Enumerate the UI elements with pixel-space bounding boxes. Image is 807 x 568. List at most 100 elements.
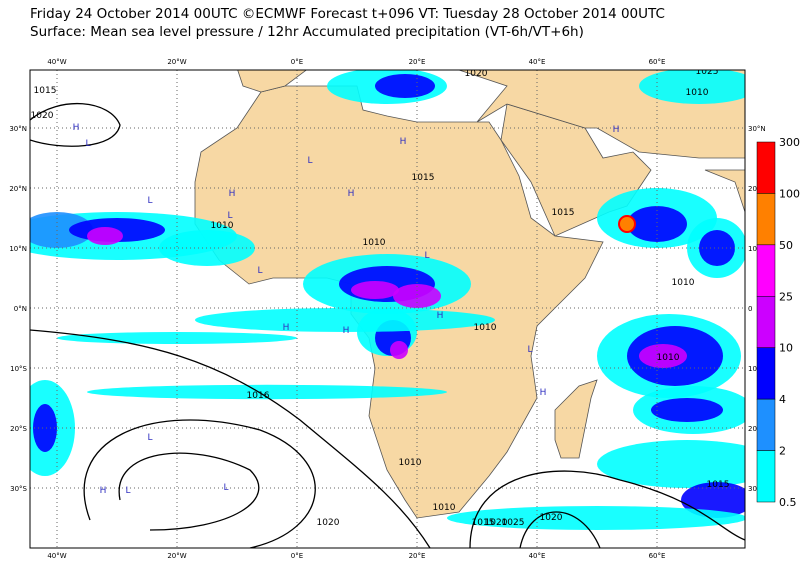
map-border <box>29 69 746 549</box>
legend-label: 50 <box>779 239 793 252</box>
cyclone-core <box>618 215 636 233</box>
legend-swatch <box>756 193 776 246</box>
longitude-label: 20°E <box>409 552 426 560</box>
pressure-centre: H <box>540 388 547 398</box>
precipitation-area <box>87 227 123 245</box>
map-content: 1015102010101010101510151010101010101016… <box>30 67 745 548</box>
pressure-centre: H <box>613 125 620 135</box>
isobar-label: 1010 <box>211 221 234 231</box>
isobar-label: 1010 <box>474 323 497 333</box>
pressure-centre: L <box>307 156 312 166</box>
title: Friday 24 October 2014 00UTC ©ECMWF Fore… <box>30 6 665 22</box>
latitude-label: 30°N <box>748 125 766 133</box>
isobar <box>118 452 260 531</box>
legend-swatch <box>756 296 776 348</box>
pressure-centre: H <box>343 326 350 336</box>
precipitation-area <box>390 341 408 359</box>
isobar-label: 1010 <box>399 458 422 468</box>
legend-swatch <box>756 398 776 451</box>
pressure-centre: L <box>125 486 130 496</box>
latitude-label: 20 <box>748 425 757 433</box>
legend-label: 100 <box>779 187 800 200</box>
isobar <box>469 470 745 548</box>
pressure-centre: H <box>73 123 80 133</box>
legend-label: 25 <box>779 290 793 303</box>
pressure-centre: L <box>227 211 232 221</box>
isobar-label: 1020 <box>485 518 508 528</box>
legend-swatch <box>756 347 776 400</box>
pressure-centre: H <box>348 189 355 199</box>
latitude-label: 30°N <box>9 125 27 133</box>
isobar-label: 1010 <box>657 353 680 363</box>
isobar-label: 1025 <box>502 518 525 528</box>
longitude-label: 20°W <box>167 58 186 66</box>
latitude-label: 20°N <box>9 185 27 193</box>
isobar-label: 1010 <box>686 88 709 98</box>
longitude-label: 0°E <box>291 58 303 66</box>
precipitation-area <box>681 482 745 518</box>
isobar-label: 1025 <box>696 67 719 77</box>
isobar-label: 1020 <box>31 111 54 121</box>
pressure-centre: L <box>257 266 262 276</box>
isobar-label: 1010 <box>672 278 695 288</box>
precipitation-area <box>627 206 687 242</box>
isobar-label: 1015 <box>552 208 575 218</box>
latitude-label: 10 <box>748 245 757 253</box>
isobar-label: 1010 <box>363 238 386 248</box>
isobar <box>30 102 121 147</box>
longitude-label: 60°E <box>649 58 666 66</box>
legend-label: 0.5 <box>779 496 797 509</box>
longitude-label: 0°E <box>291 552 303 560</box>
legend-swatch <box>756 244 776 297</box>
legend-label: 300 <box>779 136 800 149</box>
precipitation-area <box>351 281 399 299</box>
land <box>554 379 598 459</box>
longitude-label: 60°E <box>649 552 666 560</box>
latitude-label: 10°N <box>9 245 27 253</box>
precipitation-area <box>447 506 745 530</box>
pressure-centre: H <box>283 323 290 333</box>
latitude-label: 10 <box>748 365 757 373</box>
pressure-centre: L <box>85 139 90 149</box>
latitude-label: 20°S <box>10 425 27 433</box>
isobar <box>30 329 431 548</box>
pressure-centre: H <box>229 189 236 199</box>
precipitation-area <box>87 384 447 400</box>
pressure-centre: H <box>100 486 107 496</box>
isobar-label: 1015 <box>34 86 57 96</box>
land <box>704 169 745 214</box>
pressure-centre: H <box>437 311 444 321</box>
latitude-label: 10°S <box>10 365 27 373</box>
legend-swatch <box>756 141 776 194</box>
precipitation-area <box>699 230 735 266</box>
isobar-label: 1020 <box>540 513 563 523</box>
pressure-centre: L <box>527 345 532 355</box>
longitude-label: 20°W <box>167 552 186 560</box>
latitude-label: 0 <box>748 305 752 313</box>
pressure-centre: L <box>424 251 429 261</box>
pressure-centre: L <box>147 196 152 206</box>
isobar-label: 1015 <box>472 518 495 528</box>
precipitation-area <box>639 344 687 368</box>
latitude-label: 0°N <box>14 305 27 313</box>
isobar-label: 1015 <box>707 480 730 490</box>
latitude-label: 20 <box>748 185 757 193</box>
longitude-label: 40°E <box>529 552 546 560</box>
longitude-label: 40°W <box>47 58 66 66</box>
legend-swatch <box>756 450 776 503</box>
subtitle: Surface: Mean sea level pressure / 12hr … <box>30 24 584 40</box>
latitude-label: 30 <box>748 485 757 493</box>
isobar <box>519 511 601 548</box>
precipitation-area <box>33 404 57 452</box>
precipitation-area <box>195 308 495 332</box>
land <box>237 70 307 93</box>
precipitation-area <box>639 70 745 104</box>
pressure-centre: L <box>223 483 228 493</box>
isobar-label: 1015 <box>412 173 435 183</box>
precipitation-area <box>375 74 435 98</box>
legend-label: 4 <box>779 393 786 406</box>
pressure-centre: L <box>147 433 152 443</box>
precipitation-area <box>597 440 745 488</box>
